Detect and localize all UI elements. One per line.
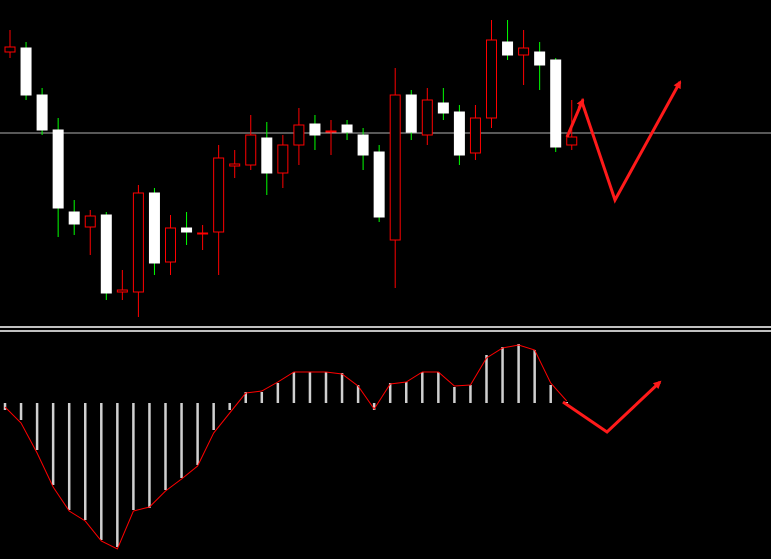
candle-body [116, 289, 128, 293]
candle-body [197, 232, 209, 235]
candle-body [566, 136, 578, 146]
candle-body [325, 130, 337, 133]
candle-body [534, 51, 546, 66]
candle-body [229, 163, 241, 167]
signal-line [4, 344, 568, 550]
candle-body [36, 94, 48, 131]
candle-body [373, 151, 385, 218]
candle-body [277, 144, 289, 174]
candle-body [245, 134, 257, 166]
candle-body [100, 214, 112, 294]
arrow-head [576, 98, 585, 109]
candle-body [341, 124, 353, 133]
candle-body [52, 129, 64, 209]
candle-body [68, 211, 80, 225]
candle-body [502, 41, 514, 56]
candle-body [405, 94, 417, 133]
candle-body [132, 192, 144, 293]
candle-body [469, 117, 481, 154]
candle-body [165, 227, 176, 263]
candle-body [421, 99, 433, 136]
forecast-arrow [562, 380, 662, 434]
plot [0, 20, 771, 550]
candle-body [357, 134, 369, 156]
candle-body [84, 215, 96, 228]
candle-body [20, 47, 32, 96]
candle-body [293, 124, 305, 146]
candle-body [486, 39, 497, 119]
candle-body [437, 102, 449, 114]
candle-body [389, 94, 401, 241]
candle-body [181, 227, 193, 233]
candle-body [518, 47, 530, 56]
candle-body [453, 111, 465, 156]
candle-body [261, 137, 273, 174]
candle-body [148, 192, 160, 264]
candle-body [550, 59, 562, 148]
forecast-arrow [565, 80, 682, 204]
candle-body [309, 123, 321, 136]
candle-body [4, 46, 16, 53]
candle-body [213, 157, 225, 233]
